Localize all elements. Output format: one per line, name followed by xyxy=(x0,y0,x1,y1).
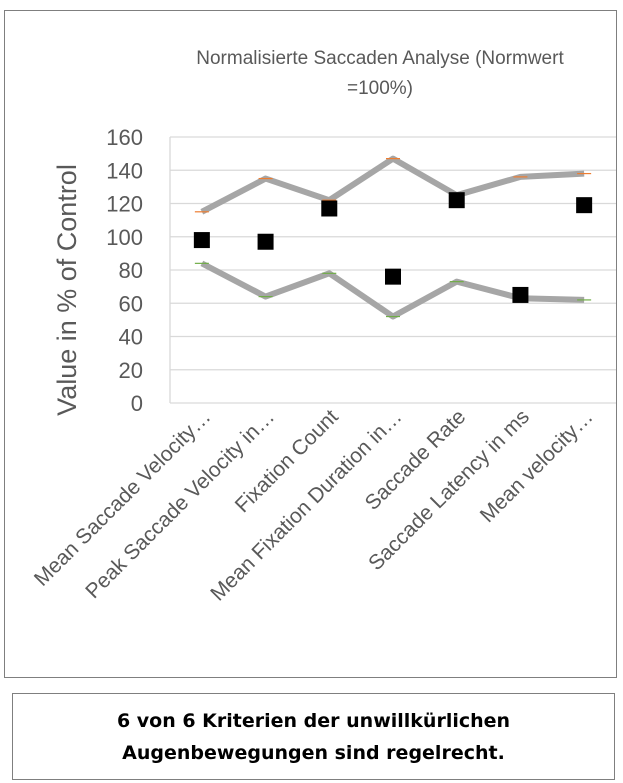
caption-box: 6 von 6 Kriterien der unwillkürlichen Au… xyxy=(12,693,615,780)
y-tick-label: 80 xyxy=(119,258,143,283)
y-tick-label: 20 xyxy=(119,358,143,383)
data-point xyxy=(448,192,465,209)
data-point xyxy=(193,232,210,249)
y-tick-label: 60 xyxy=(119,291,143,316)
series xyxy=(193,155,593,320)
data-point xyxy=(576,197,593,214)
caption-line-1: 6 von 6 Kriterien der unwillkürlichen xyxy=(116,709,511,732)
y-tick-label: 0 xyxy=(131,391,143,416)
caption-line-2: Augenbewegungen sind regelrecht. xyxy=(122,741,505,764)
y-tick-label: 40 xyxy=(119,325,143,350)
chart-title-line-2: =100%) xyxy=(347,78,413,99)
y-axis-label: Value in % of Control xyxy=(52,164,82,416)
y-tick-label: 140 xyxy=(106,158,143,183)
y-tick-label: 100 xyxy=(106,225,143,250)
data-point xyxy=(257,233,274,250)
data-point xyxy=(321,200,338,217)
y-tick-labels: 0 20 40 60 80 100 120 140 160 xyxy=(106,125,143,416)
chart-border xyxy=(4,10,617,678)
y-tick-label: 120 xyxy=(106,192,143,217)
data-point xyxy=(385,268,401,285)
gridlines xyxy=(169,136,616,404)
chart-title-line-1: Normalisierte Saccaden Analyse (Normwert xyxy=(196,48,564,69)
y-tick-label: 160 xyxy=(106,125,143,150)
data-point xyxy=(512,286,529,303)
